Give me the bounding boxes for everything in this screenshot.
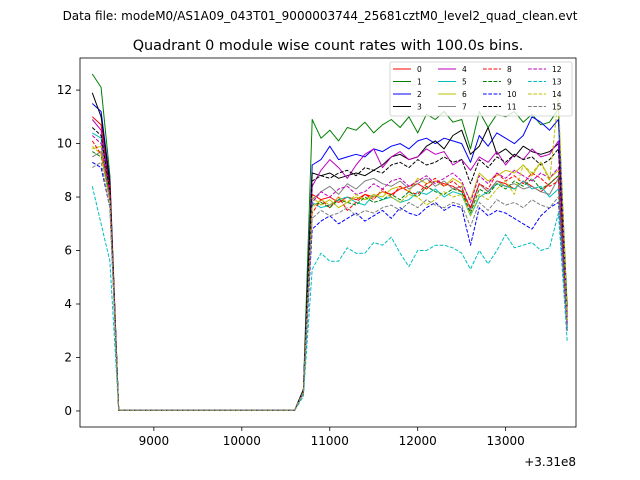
series-line-0 (91, 116, 568, 411)
legend-label: 2 (417, 90, 422, 99)
y-tick-label: 0 (64, 404, 72, 418)
x-axis: 9000 10000 11000 12000 13000 (139, 427, 525, 448)
legend-label: 4 (462, 65, 467, 74)
axes-frame (79, 57, 577, 428)
series-line-15 (92, 161, 568, 411)
legend-label: 11 (507, 103, 517, 112)
legend-frame (389, 61, 573, 117)
legend-label: 14 (552, 90, 562, 99)
legend-label: 9 (507, 78, 512, 87)
y-tick-label: 8 (64, 190, 72, 204)
legend-label: 1 (417, 78, 422, 87)
plot-lines (91, 73, 568, 411)
series-line-12 (91, 135, 568, 411)
legend-label: 15 (552, 103, 562, 112)
series-line-11 (91, 127, 568, 411)
series-line-9 (92, 151, 568, 411)
legend-label: 8 (507, 65, 512, 74)
y-tick-label: 12 (57, 83, 72, 97)
legend-label: 0 (417, 65, 422, 74)
y-tick-label: 2 (64, 350, 72, 364)
y-axis: 0 2 4 6 8 10 12 (57, 83, 80, 418)
x-tick-label: 12000 (399, 434, 437, 448)
series-line-1 (91, 73, 568, 411)
x-tick-label: 10000 (223, 434, 261, 448)
legend-label: 6 (462, 90, 467, 99)
x-axis-offset-label: +3.31e8 (524, 455, 576, 469)
x-tick-label: 13000 (487, 434, 525, 448)
legend-label: 10 (507, 90, 517, 99)
series-line-10 (92, 161, 568, 411)
data-file-suptitle: Data file: modeM0/AS1A09_043T01_90000037… (63, 9, 578, 23)
chart-title: Quadrant 0 module wise count rates with … (133, 38, 524, 54)
legend-label: 5 (462, 78, 467, 87)
y-tick-label: 10 (57, 137, 72, 151)
series-line-2 (91, 103, 568, 411)
y-tick-label: 4 (64, 297, 72, 311)
y-tick-label: 6 (64, 244, 72, 258)
legend-label: 13 (552, 78, 562, 87)
x-tick-label: 9000 (139, 434, 170, 448)
series-line-13 (91, 186, 568, 411)
x-tick-label: 11000 (311, 434, 349, 448)
series-line-7 (92, 151, 568, 411)
series-line-4 (91, 119, 568, 411)
series-line-8 (91, 140, 568, 411)
legend-label: 7 (462, 103, 467, 112)
legend-label: 12 (552, 65, 562, 74)
legend-label: 3 (417, 103, 422, 112)
series-line-14 (91, 94, 568, 411)
